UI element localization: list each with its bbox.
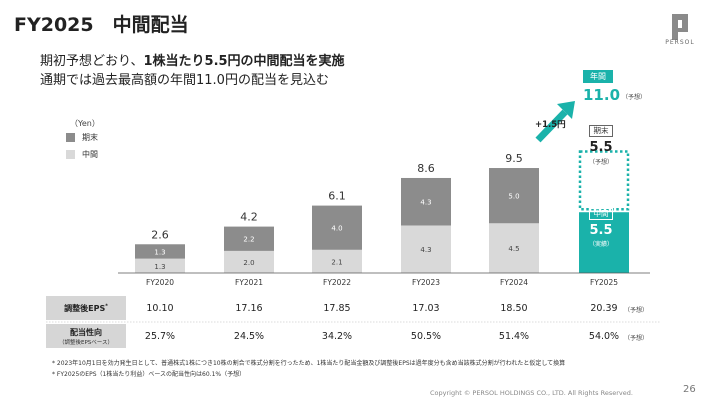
eps-cell: 20.39 bbox=[590, 303, 618, 314]
label-total-fy2020: 2.6 bbox=[151, 228, 169, 241]
chart-unit-label: （Yen） bbox=[70, 119, 100, 128]
category-label-fy2021: FY2021 bbox=[235, 278, 263, 287]
label-interim-fy2024: 4.5 bbox=[508, 245, 519, 253]
bar-interim-fy2025 bbox=[579, 212, 629, 273]
footnote-1: * 2023年10月1日を効力発生日として、普通株式1株につき10株の割合で株式… bbox=[52, 360, 566, 367]
legend-swatch-interim bbox=[66, 150, 75, 159]
payout-forecast-note: （予想） bbox=[624, 335, 649, 342]
eps-row-label: 調整後EPS* bbox=[64, 303, 108, 313]
label-interim-fy2022: 2.1 bbox=[331, 258, 342, 266]
bar-final-forecast-fy2025 bbox=[578, 150, 630, 211]
payout-cell: 54.0% bbox=[588, 331, 620, 342]
category-label-fy2024: FY2024 bbox=[500, 278, 528, 287]
increase-label: +1.5円 bbox=[535, 120, 566, 130]
copyright: Copyright © PERSOL HOLDINGS CO., LTD. Al… bbox=[430, 389, 633, 397]
bar-final-fy2023 bbox=[401, 177, 451, 226]
page-number: 26 bbox=[683, 384, 696, 395]
annual-badge: 年間 bbox=[583, 70, 613, 83]
eps-row-bg bbox=[128, 296, 658, 320]
bar-final-fy2022 bbox=[312, 205, 362, 250]
page-title: FY2025 中間配当 bbox=[14, 14, 189, 36]
interim-dividend-note: （実績） bbox=[588, 241, 613, 248]
label-total-fy2023: 8.6 bbox=[417, 162, 435, 175]
payout-cell: 24.5% bbox=[233, 331, 265, 342]
logo-text: PERSOL bbox=[665, 39, 695, 46]
label-total-fy2022: 6.1 bbox=[328, 190, 346, 203]
category-label-fy2025: FY2025 bbox=[590, 278, 618, 287]
increase-arrow-shaft bbox=[535, 109, 568, 143]
category-label-fy2020: FY2020 bbox=[146, 278, 174, 287]
eps-cell: 10.10 bbox=[146, 303, 174, 314]
eps-cell: 18.50 bbox=[500, 303, 528, 314]
label-final-fy2021: 2.2 bbox=[243, 236, 254, 244]
category-label-fy2023: FY2023 bbox=[412, 278, 440, 287]
bar-final-fy2024 bbox=[489, 168, 539, 224]
final-badge: 期末 bbox=[589, 125, 613, 137]
bar-interim-fy2024 bbox=[489, 223, 539, 273]
payout-cell: 50.5% bbox=[410, 331, 442, 342]
label-final-fy2023: 4.3 bbox=[420, 199, 431, 207]
footnote-2: * FY2025のEPS（1株当たり利益）ベースの配当性向は60.1%（予想） bbox=[52, 371, 246, 378]
payout-row-header: 配当性向 （調整後EPSベース） bbox=[46, 324, 126, 348]
final-dividend-note: （予想） bbox=[588, 159, 613, 166]
increase-arrow-head bbox=[557, 101, 575, 119]
payout-cell: 25.7% bbox=[144, 331, 176, 342]
subtitle-line-2: 通期では過去最高額の年間11.0円の配当を見込む bbox=[40, 73, 329, 88]
annual-dividend-note: （予想） bbox=[622, 94, 647, 101]
eps-cell: 17.85 bbox=[323, 303, 351, 314]
label-interim-fy2020: 1.3 bbox=[154, 263, 165, 271]
final-dividend-value: 5.5 bbox=[589, 140, 613, 155]
category-label-fy2022: FY2022 bbox=[323, 278, 351, 287]
legend-label-interim: 中間 bbox=[82, 150, 98, 159]
persol-logo-icon bbox=[672, 14, 688, 40]
bar-interim-fy2023 bbox=[401, 225, 451, 273]
label-final-fy2022: 4.0 bbox=[331, 225, 342, 233]
eps-row-header: 調整後EPS* bbox=[46, 296, 126, 320]
label-interim-fy2023: 4.3 bbox=[420, 246, 431, 254]
bar-interim-fy2021 bbox=[224, 250, 274, 273]
payout-cell: 51.4% bbox=[498, 331, 530, 342]
label-final-fy2024: 5.0 bbox=[508, 193, 519, 201]
subtitle-line-1-bold: 1株当たり5.5円の中間配当を実施 bbox=[143, 54, 345, 69]
subtitle-line-1: 期初予想どおり、1株当たり5.5円の中間配当を実施 bbox=[40, 50, 345, 69]
label-final-fy2020: 1.3 bbox=[154, 248, 165, 256]
bar-final-fy2020 bbox=[135, 244, 185, 259]
bar-interim-fy2022 bbox=[312, 249, 362, 273]
legend-swatch-final bbox=[66, 133, 75, 142]
payout-row-sublabel: （調整後EPSベース） bbox=[58, 340, 113, 346]
label-total-fy2021: 4.2 bbox=[240, 211, 258, 224]
label-total-fy2024: 9.5 bbox=[505, 152, 523, 165]
bar-interim-fy2020 bbox=[135, 258, 185, 273]
annual-dividend-value: 11.0 bbox=[583, 86, 621, 104]
interim-badge: 中間 bbox=[589, 208, 613, 220]
interim-dividend-value: 5.5 bbox=[589, 223, 613, 238]
payout-row-label: 配当性向 bbox=[70, 328, 102, 337]
subtitle-line-1-prefix: 期初予想どおり、 bbox=[40, 54, 144, 69]
bar-final-fy2021 bbox=[224, 226, 274, 251]
eps-cell: 17.03 bbox=[412, 303, 440, 314]
payout-cell: 34.2% bbox=[321, 331, 353, 342]
label-interim-fy2021: 2.0 bbox=[243, 259, 254, 267]
eps-cell: 17.16 bbox=[235, 303, 263, 314]
legend-label-final: 期末 bbox=[82, 133, 98, 142]
eps-forecast-note: （予想） bbox=[624, 307, 649, 314]
